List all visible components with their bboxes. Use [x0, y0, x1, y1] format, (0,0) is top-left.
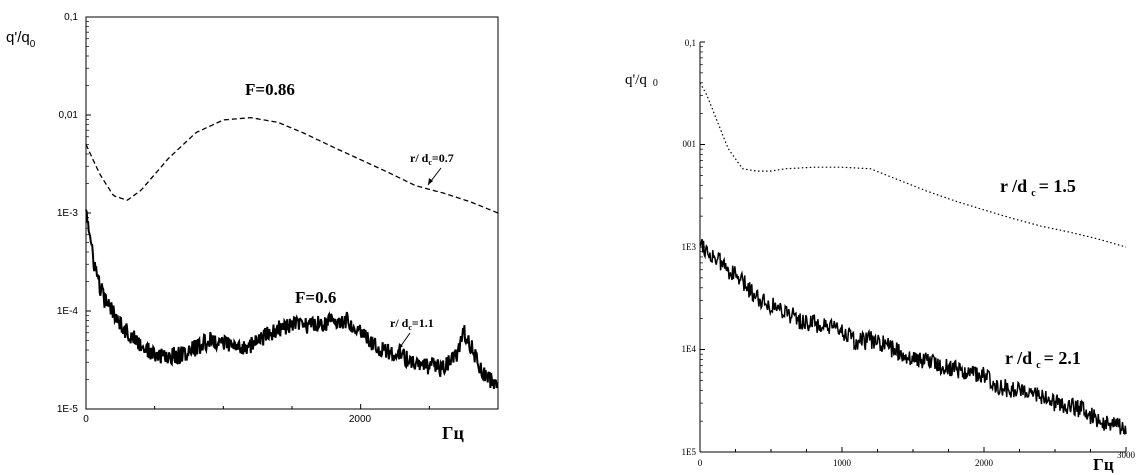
right-x-axis-label: Гц: [1093, 455, 1114, 474]
right-ytick-label-0-1: 0,1: [685, 38, 696, 48]
left-xtick-label-2000: 2000: [349, 414, 372, 425]
left-ytick-label-1e-4: 1E-4: [57, 306, 79, 317]
left-annotation-f06: F=0.6: [295, 288, 336, 307]
left-arrowhead-r07: [428, 178, 433, 185]
left-ytick-label-1e-3: 1E-3: [57, 208, 79, 219]
left-annotation-r07-sub: c: [428, 158, 432, 167]
left-annotation-r11-main: r/ d: [390, 316, 409, 330]
left-y-axis-label-sub: 0: [30, 39, 36, 50]
right-xtick-label-0: 0: [698, 458, 703, 468]
right-y-axis-label-sub: 0: [653, 78, 658, 89]
right-series-solid-r21: [699, 238, 1127, 436]
right-annotation-r15: r /d c = 1.5: [1000, 176, 1076, 199]
right-annotation-r15-main: r /d: [1000, 176, 1027, 196]
right-ticks: [699, 41, 1127, 453]
right-xtick-label-1000: 1000: [833, 458, 852, 468]
right-annotation-r21-sub: c: [1036, 360, 1041, 371]
left-series-solid-r11: [85, 209, 499, 389]
chart-left: 1E-5 1E-4 1E-3 0,01 0,1 0 2000 Гц q'/q0 …: [6, 12, 499, 443]
left-annotation-r11: r/ dc=1.1: [390, 316, 434, 332]
left-annotation-f086: F=0.86: [245, 80, 295, 99]
right-xtick-label-3000: 3000: [1117, 450, 1136, 460]
right-ytick-label-1e4: 1E4: [682, 344, 697, 354]
right-series-dotted-r15: [699, 82, 1127, 248]
right-ytick-label-1e5: 1E5: [682, 447, 697, 457]
right-annotation-r21-tail: = 2.1: [1044, 348, 1081, 368]
right-ytick-label-001: 001: [683, 139, 697, 149]
left-annotation-r07: r/ dc=0.7: [410, 151, 454, 167]
right-annotation-r15-tail: = 1.5: [1039, 176, 1076, 196]
right-ytick-label-1e3: 1E3: [682, 242, 697, 252]
left-annotation-r11-sub: c: [408, 323, 412, 332]
right-y-axis-label-main: q'/q: [625, 72, 647, 88]
left-ytick-label-1e-5: 1E-5: [57, 404, 79, 415]
right-annotation-r15-sub: c: [1031, 188, 1036, 199]
left-y-axis-label: q'/q0: [6, 29, 36, 50]
left-annotation-r11-tail: =1.1: [412, 316, 434, 330]
left-ticks: [85, 16, 499, 410]
chart-right: 1E5 1E4 1E3 001 0,1 0 1000 2000 3000 Гц …: [625, 38, 1136, 474]
left-xtick-label-0: 0: [83, 414, 89, 425]
left-ytick-label-0-1: 0,1: [64, 12, 78, 23]
left-y-axis-label-main: q'/q: [6, 29, 30, 46]
right-annotation-r21: r /d c = 2.1: [1005, 348, 1081, 371]
left-x-axis-label: Гц: [442, 423, 464, 443]
left-annotation-r07-main: r/ d: [410, 151, 429, 165]
right-y-axis-label: q'/q 0: [625, 72, 658, 89]
right-annotation-r21-main: r /d: [1005, 348, 1032, 368]
left-series-dashed-r07: [85, 116, 499, 214]
right-xtick-label-2000: 2000: [975, 458, 994, 468]
left-ytick-label-0-01: 0,01: [59, 110, 79, 121]
left-annotation-r07-tail: =0.7: [432, 151, 454, 165]
